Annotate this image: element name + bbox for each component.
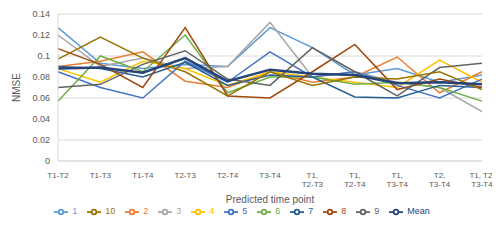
html-text:3: 3 (176, 206, 182, 217)
html-text:6: 6 (275, 206, 281, 217)
svg-text:T1-T2: T1-T2 (47, 171, 69, 180)
svg-text:NMSE: NMSE (11, 73, 22, 102)
svg-text:T1-T3: T1-T3 (90, 171, 112, 180)
svg-text:T1,T2-T3: T1,T2-T3 (302, 171, 324, 189)
html-text:8: 8 (341, 206, 347, 217)
html-text:7: 7 (308, 206, 314, 217)
html-text:Mean: Mean (407, 206, 430, 217)
svg-text:0.06: 0.06 (32, 93, 50, 103)
svg-text:T2,T3-T4: T2,T3-T4 (429, 171, 451, 189)
svg-text:T1, T2,T3-T4: T1, T2,T3-T4 (469, 171, 492, 189)
svg-text:0.08: 0.08 (32, 72, 50, 82)
html-text:4: 4 (209, 206, 215, 217)
html-text:1: 1 (72, 206, 78, 217)
svg-text:T2-T3: T2-T3 (175, 171, 197, 180)
svg-text:T1,T3-T4: T1,T3-T4 (387, 171, 409, 189)
html-text:9: 9 (374, 206, 380, 217)
html-text:10: 10 (105, 206, 116, 217)
html-text:2: 2 (143, 206, 149, 217)
html-text:5: 5 (242, 206, 248, 217)
svg-text:0: 0 (45, 156, 50, 166)
svg-text:0.02: 0.02 (32, 135, 50, 145)
svg-text:0.04: 0.04 (32, 114, 50, 124)
svg-text:0.12: 0.12 (32, 30, 50, 40)
svg-text:T1,T2-T4: T1,T2-T4 (344, 171, 366, 189)
svg-text:Predicted time point: Predicted time point (226, 194, 315, 205)
svg-text:T1-T4: T1-T4 (132, 171, 154, 180)
svg-text:0.1: 0.1 (37, 51, 50, 61)
svg-text:T3-T4: T3-T4 (259, 171, 281, 180)
svg-text:T2-T4: T2-T4 (217, 171, 239, 180)
svg-text:0.14: 0.14 (32, 9, 50, 19)
